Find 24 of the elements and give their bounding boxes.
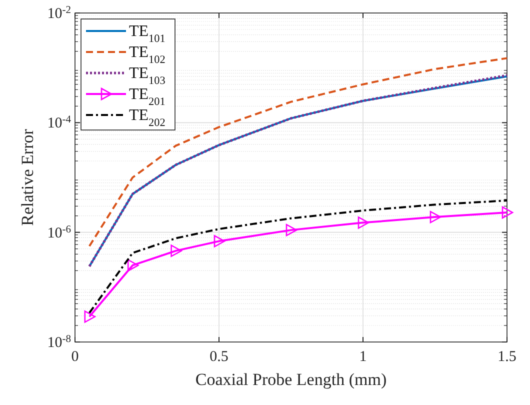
- y-tick-label: 10$^{-2}$: [47, 4, 71, 22]
- point: [214, 235, 226, 248]
- legend-label: TE$_{103}$: [129, 65, 166, 87]
- point: [358, 216, 370, 229]
- x-axis-title: Coaxial Probe Length (mm): [195, 370, 387, 389]
- legend-label: TE$_{101}$: [129, 23, 166, 45]
- y-tick-label: 10$^{-4}$: [47, 114, 72, 132]
- x-tick-label: 0.5: [210, 349, 228, 365]
- y-tick-label: 10$^{-6}$: [47, 224, 71, 242]
- legend-label: TE$_{202}$: [129, 107, 166, 129]
- line-series: [88, 57, 508, 248]
- point: [84, 310, 96, 323]
- x-tick-label: 0: [71, 349, 79, 365]
- point: [502, 206, 514, 219]
- point: [430, 210, 442, 224]
- legend-label: TE$_{102}$: [129, 44, 166, 66]
- x-tick-label: 1.5: [498, 349, 516, 365]
- point: [170, 244, 182, 257]
- y-tick-label: 10$^{-8}$: [47, 334, 71, 351]
- x-tick-label: 1: [359, 349, 367, 365]
- y-axis-title: Relative Error: [18, 128, 37, 226]
- point: [127, 259, 139, 272]
- legend-label: TE$_{201}$: [129, 86, 166, 108]
- point: [286, 224, 298, 236]
